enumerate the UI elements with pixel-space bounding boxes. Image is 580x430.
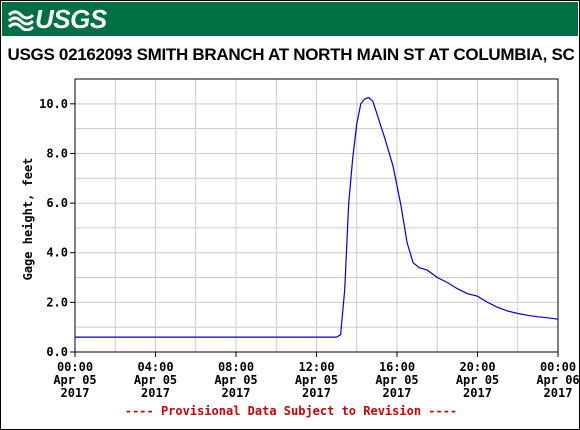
x-tick-label: Apr 05 bbox=[456, 373, 499, 387]
x-tick-label: 2017 bbox=[61, 386, 90, 400]
x-tick-label: 2017 bbox=[141, 386, 170, 400]
x-tick-label: 04:00 bbox=[137, 360, 173, 374]
x-tick-label: Apr 06 bbox=[536, 373, 579, 387]
x-tick-label: 2017 bbox=[544, 386, 573, 400]
y-tick-label: 8.0 bbox=[46, 146, 68, 160]
grid-lines bbox=[75, 78, 558, 352]
x-tick-label: 2017 bbox=[222, 386, 251, 400]
x-tick-label: 20:00 bbox=[459, 360, 495, 374]
x-tick-label: 08:00 bbox=[218, 360, 254, 374]
chart-title: USGS 02162093 SMITH BRANCH AT NORTH MAIN… bbox=[7, 45, 575, 64]
y-tick-labels: 0.0 2.0 4.0 6.0 8.0 10.0 bbox=[39, 97, 75, 359]
y-tick-label: 10.0 bbox=[39, 97, 68, 111]
x-tick-label: 16:00 bbox=[379, 360, 415, 374]
x-tick-label: Apr 05 bbox=[214, 373, 257, 387]
y-tick-label: 0.0 bbox=[46, 345, 68, 359]
x-tick-label: Apr 05 bbox=[295, 373, 338, 387]
provisional-data-footnote: ---- Provisional Data Subject to Revisio… bbox=[124, 404, 458, 418]
x-tick-label: Apr 05 bbox=[134, 373, 177, 387]
y-tick-label: 2.0 bbox=[46, 295, 68, 309]
y-axis-label: Gage height, feet bbox=[21, 158, 35, 281]
usgs-wave-logo-icon bbox=[8, 10, 34, 31]
x-tick-label: 2017 bbox=[463, 386, 492, 400]
x-tick-label: 2017 bbox=[302, 386, 331, 400]
y-tick-label: 6.0 bbox=[46, 196, 68, 210]
x-tick-label: Apr 05 bbox=[53, 373, 96, 387]
x-tick-label: 12:00 bbox=[298, 360, 334, 374]
usgs-logo-text: USGS bbox=[35, 4, 107, 34]
x-tick-label: 00:00 bbox=[57, 360, 93, 374]
usgs-banner: USGS bbox=[2, 2, 578, 36]
gage-height-series-line bbox=[75, 96, 559, 338]
y-tick-label: 4.0 bbox=[46, 246, 68, 260]
x-tick-label: 2017 bbox=[383, 386, 412, 400]
x-tick-label: 00:00 bbox=[540, 360, 576, 374]
x-tick-label: Apr 05 bbox=[375, 373, 418, 387]
